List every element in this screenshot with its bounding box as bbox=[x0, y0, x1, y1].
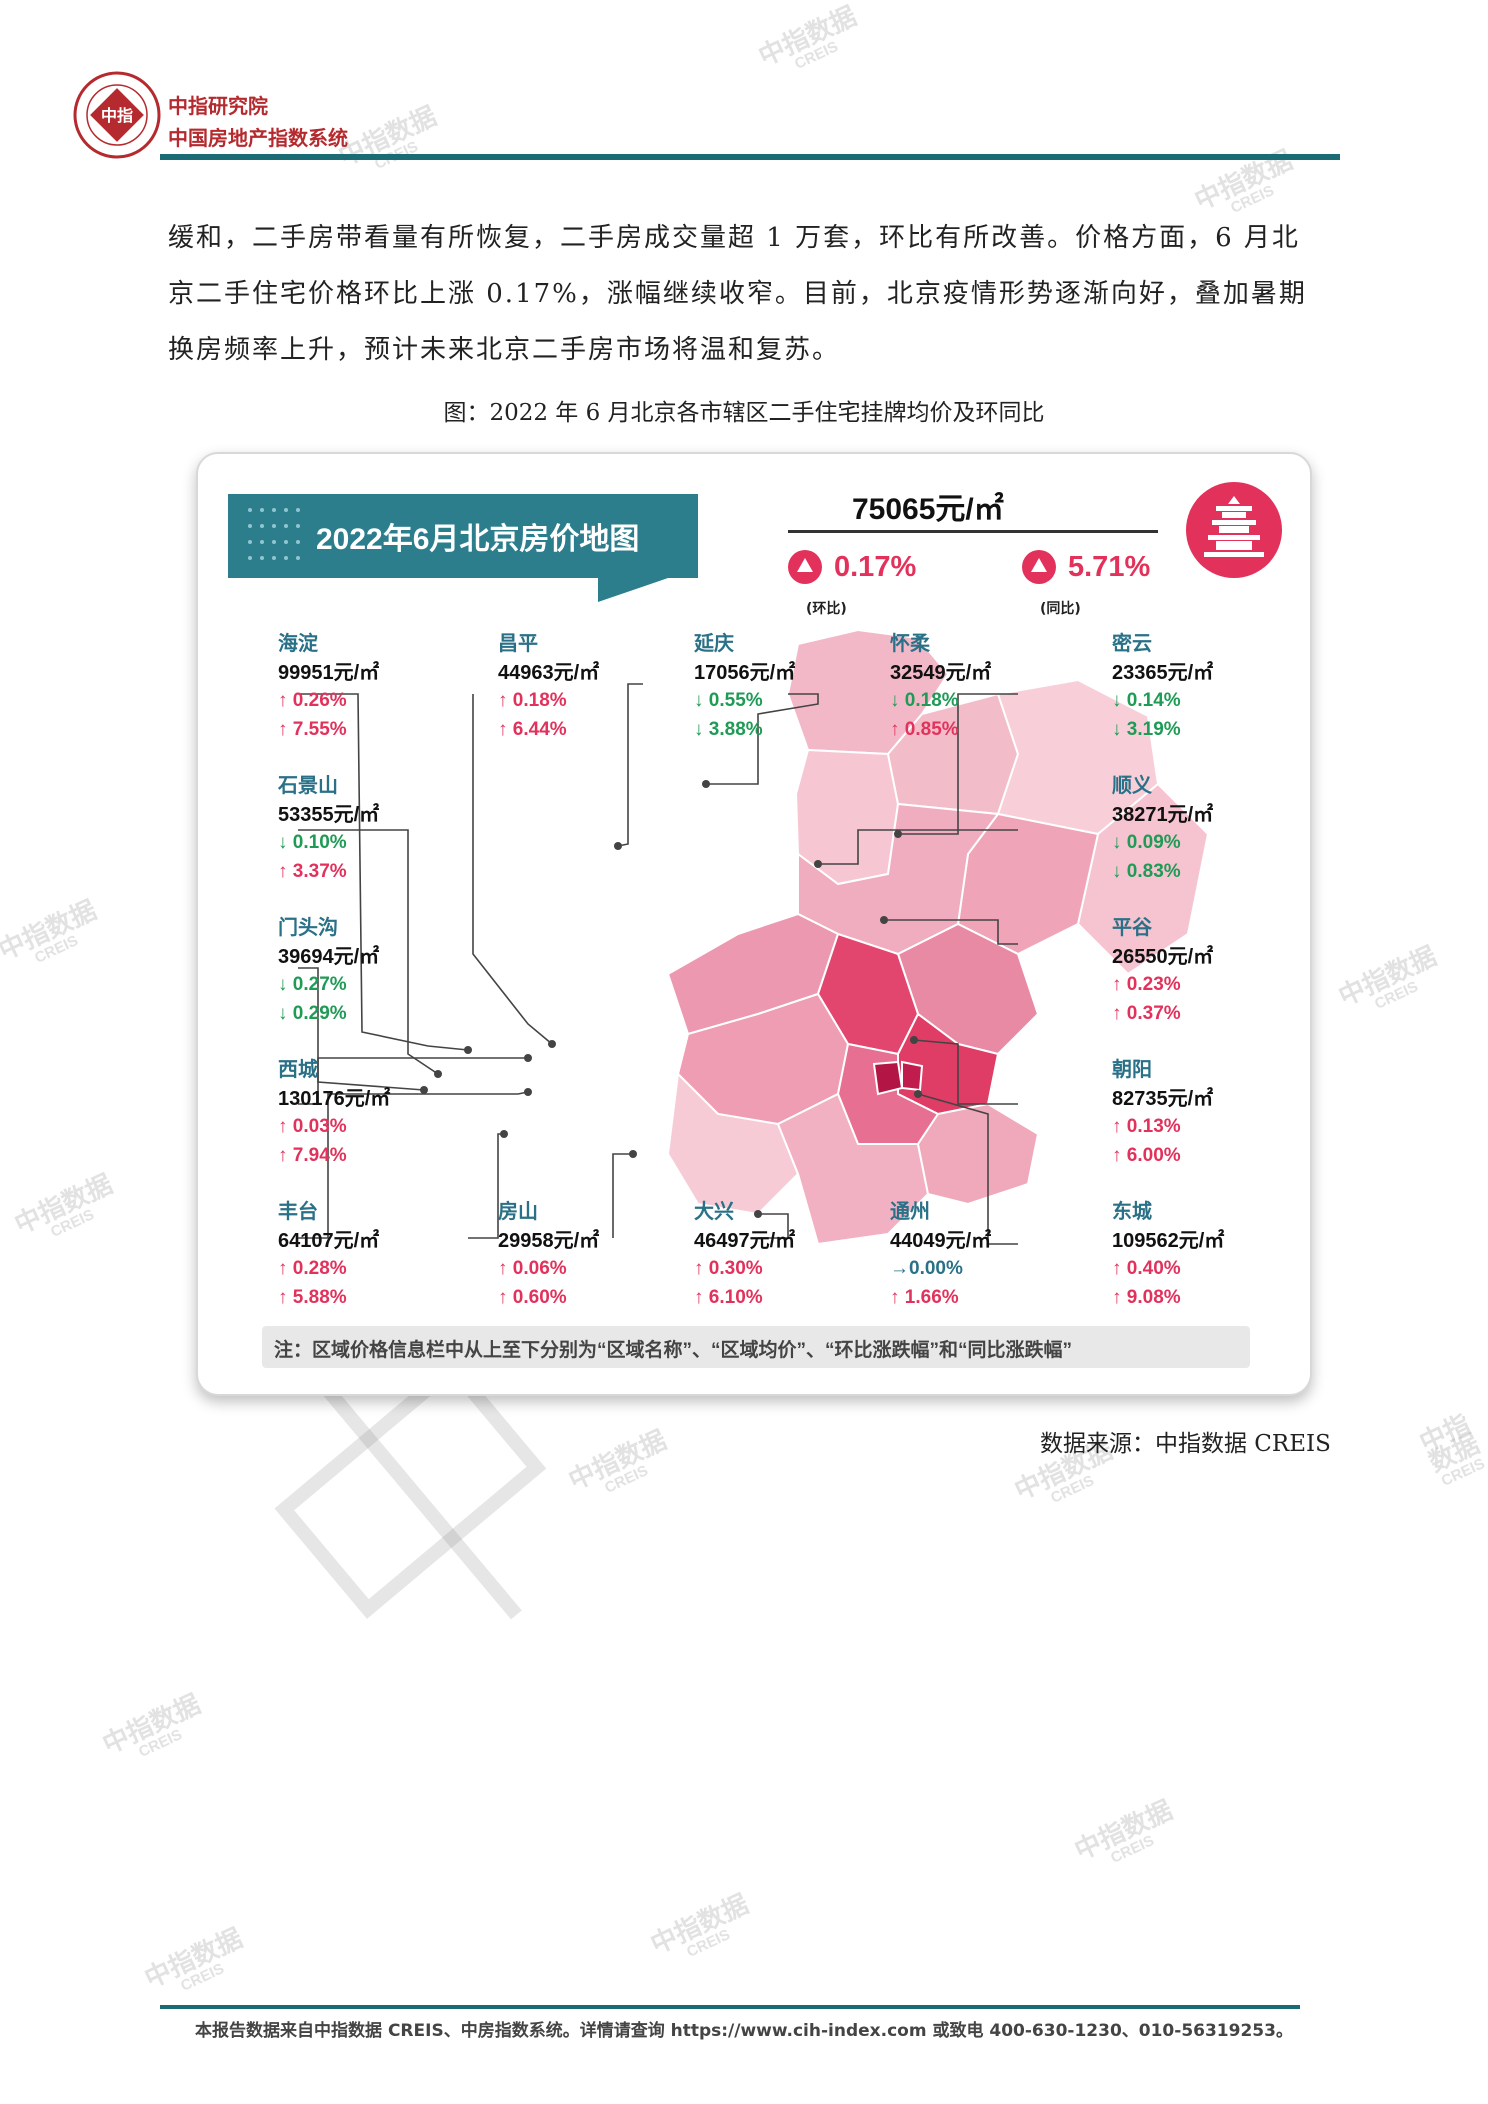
yoy-stat: 5.71% bbox=[1022, 550, 1150, 584]
map-region-xicheng bbox=[872, 1060, 904, 1096]
district-miyun: 密云 23365元/㎡ ↓ 0.14% ↓ 3.19% bbox=[1112, 633, 1214, 740]
district-yanqing: 延庆 17056元/㎡ ↓ 0.55% ↓ 3.88% bbox=[694, 633, 796, 740]
banner-dot-pattern bbox=[248, 508, 300, 560]
body-paragraph-line: 缓和，二手房带看量有所恢复，二手房成交量超 1 万套，环比有所改善。价格方面，6… bbox=[168, 223, 1300, 253]
up-triangle-icon bbox=[1022, 550, 1056, 584]
district-dongcheng: 东城 109562元/㎡ ↑ 0.40% ↑ 9.08% bbox=[1112, 1201, 1225, 1308]
temple-of-heaven-icon bbox=[1186, 482, 1282, 578]
yoy-label: (同比) bbox=[1040, 601, 1081, 617]
body-paragraph-line: 京二手住宅价格环比上涨 0.17%，涨幅继续收窄。目前，北京疫情形势逐渐向好，叠… bbox=[168, 279, 1307, 309]
figure-caption: 图：2022 年 6 月北京各市辖区二手住宅挂牌均价及环同比 bbox=[443, 400, 1045, 426]
district-daxing: 大兴 46497元/㎡ ↑ 0.30% ↑ 6.10% bbox=[694, 1201, 796, 1308]
district-shunyi: 顺义 38271元/㎡ ↓ 0.09% ↓ 0.83% bbox=[1112, 775, 1214, 882]
average-price: 75065元/㎡ bbox=[852, 493, 1004, 526]
map-region-dongcheng bbox=[901, 1060, 924, 1092]
org-logo: 中指 bbox=[73, 71, 161, 159]
beijing-district-map bbox=[298, 628, 1210, 1246]
mom-stat: 0.17% bbox=[788, 550, 916, 584]
mom-label: (环比) bbox=[806, 601, 847, 617]
data-source: 数据来源：中指数据 CREIS bbox=[1040, 1431, 1331, 1457]
body-paragraph-line: 换房频率上升，预计未来北京二手房市场将温和复苏。 bbox=[168, 335, 841, 365]
org-subtitle: 中国房地产指数系统 bbox=[168, 126, 348, 150]
district-xicheng: 西城 130176元/㎡ ↑ 0.03% ↑ 7.94% bbox=[278, 1059, 391, 1166]
district-huairou: 怀柔 32549元/㎡ ↓ 0.18% ↑ 0.85% bbox=[890, 633, 992, 740]
map-region-fangshan bbox=[666, 1071, 800, 1216]
svg-text:中指: 中指 bbox=[101, 106, 133, 125]
district-mentougou: 门头沟 39694元/㎡ ↓ 0.27% ↓ 0.29% bbox=[278, 917, 380, 1024]
mom-value: 0.17% bbox=[834, 550, 917, 583]
up-triangle-icon bbox=[788, 550, 822, 584]
district-chaoyang: 朝阳 82735元/㎡ ↑ 0.13% ↑ 6.00% bbox=[1112, 1059, 1214, 1166]
yoy-value: 5.71% bbox=[1068, 550, 1151, 583]
title-banner bbox=[228, 494, 698, 578]
footer-text: 本报告数据来自中指数据 CREIS、中房指数系统。详情请查询 https://w… bbox=[195, 2021, 1293, 2041]
district-fangshan: 房山 29958元/㎡ ↑ 0.06% ↑ 0.60% bbox=[498, 1201, 600, 1308]
infographic-note: 注：区域价格信息栏中从上至下分别为“区域名称”、“区域均价”、“环比涨跌幅”和“… bbox=[262, 1326, 1250, 1368]
district-tongzhou: 通州 44049元/㎡ →0.00% ↑ 1.66% bbox=[890, 1201, 992, 1308]
district-pinggu: 平谷 26550元/㎡ ↑ 0.23% ↑ 0.37% bbox=[1112, 917, 1214, 1024]
district-haidian: 海淀 99951元/㎡ ↑ 0.26% ↑ 7.55% bbox=[278, 633, 380, 740]
district-changping: 昌平 44963元/㎡ ↑ 0.18% ↑ 6.44% bbox=[498, 633, 600, 740]
district-fengtai: 丰台 64107元/㎡ ↑ 0.28% ↑ 5.88% bbox=[278, 1201, 380, 1308]
title-banner-notch bbox=[598, 578, 668, 602]
map-region-tongzhou-south bbox=[916, 1102, 1040, 1206]
headline-rule bbox=[788, 530, 1158, 533]
footer-divider bbox=[160, 2005, 1300, 2009]
infographic-title: 2022年6月北京房价地图 bbox=[316, 523, 640, 556]
header-divider bbox=[160, 154, 1340, 160]
district-shijingshan: 石景山 53355元/㎡ ↓ 0.10% ↑ 3.37% bbox=[278, 775, 380, 882]
price-map-infographic: 2022年6月北京房价地图 75065元/㎡ 0.17% (环比) 5.71% … bbox=[196, 452, 1312, 1396]
org-name: 中指研究院 bbox=[168, 94, 268, 118]
